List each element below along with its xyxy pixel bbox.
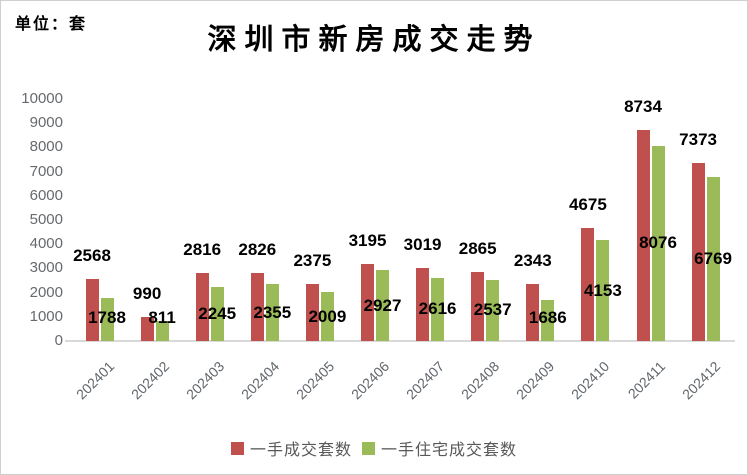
bar-value-label: 8076 <box>639 233 677 253</box>
bar-一手成交套数-202409 <box>526 284 540 341</box>
bar-value-label: 2343 <box>513 251 552 271</box>
legend-label: 一手住宅成交套数 <box>381 442 518 459</box>
y-axis-tick-label: 4000 <box>29 235 63 253</box>
bar-一手成交套数-202412 <box>691 162 705 341</box>
bar-一手住宅成交套数-202410 <box>596 240 610 341</box>
bar-一手成交套数-202405 <box>305 283 319 341</box>
bar-value-label: 2568 <box>73 245 111 265</box>
bar-value-label: 1788 <box>88 308 126 327</box>
y-axis-tick-label: 6000 <box>29 186 63 204</box>
legend-item: 一手住宅成交套数 <box>362 436 517 460</box>
bar-一手住宅成交套数-202406 <box>376 270 389 341</box>
bar-一手成交套数-202410 <box>581 227 595 341</box>
x-axis-label: 202409 <box>513 358 558 403</box>
legend: 一手成交套数 一手住宅成交套数 <box>1 436 747 460</box>
bar-value-label: 2865 <box>458 238 497 258</box>
bar-value-label: 2245 <box>198 303 237 323</box>
x-axis-label: 202405 <box>292 358 338 403</box>
x-axis-label: 202411 <box>624 358 668 402</box>
bar-value-label: 6769 <box>694 249 732 269</box>
bar-一手住宅成交套数-202411 <box>651 145 665 341</box>
bar-value-label: 1686 <box>528 308 567 327</box>
x-axis-label: 202402 <box>127 358 172 403</box>
x-axis-label: 202408 <box>458 358 503 403</box>
bar-value-label: 3195 <box>348 230 387 250</box>
bar-value-label: 2927 <box>363 295 402 315</box>
x-axis-label: 202403 <box>182 358 228 403</box>
bar-value-label: 2616 <box>418 299 457 319</box>
bar-一手成交套数-202404 <box>250 272 264 341</box>
y-axis-tick-label: 0 <box>54 332 63 349</box>
x-axis-label: 202407 <box>403 358 448 403</box>
bar-一手住宅成交套数-202405 <box>320 292 334 341</box>
bar-value-label: 2537 <box>473 300 512 320</box>
bar-一手住宅成交套数-202408 <box>486 279 500 341</box>
chart-title: 深圳市新房成交走势 <box>207 24 541 56</box>
bar-value-label: 3019 <box>403 234 442 254</box>
y-axis-tick-label: 7000 <box>29 162 63 180</box>
x-axis-label: 202412 <box>678 358 723 403</box>
x-axis-label: 202401 <box>72 358 117 403</box>
y-axis-tick-label: 9000 <box>29 114 63 132</box>
x-axis-label: 202406 <box>347 358 393 403</box>
bar-value-label: 4153 <box>583 280 622 300</box>
y-axis-tick-label: 1000 <box>29 307 63 325</box>
bar-value-label: 2826 <box>238 239 277 259</box>
bar-一手成交套数-202402 <box>140 317 154 341</box>
bar-一手住宅成交套数-202412 <box>706 177 720 341</box>
y-axis-tick-label: 5000 <box>29 211 63 228</box>
bar-value-label: 811 <box>148 308 176 327</box>
y-axis-tick-label: 10000 <box>21 90 63 107</box>
bar-value-label: 2375 <box>293 250 332 270</box>
bar-一手住宅成交套数-202401 <box>100 297 114 341</box>
unit-label: 单位：套 <box>15 16 88 33</box>
bar-一手住宅成交套数-202402 <box>155 321 169 341</box>
y-axis-tick-label: 2000 <box>29 283 63 301</box>
legend-color-swatch <box>230 441 244 455</box>
bar-一手成交套数-202408 <box>471 271 485 341</box>
bar-一手成交套数-202407 <box>416 267 430 341</box>
bar-一手成交套数-202403 <box>195 272 209 341</box>
bar-value-label: 4675 <box>568 194 607 214</box>
bar-一手成交套数-202406 <box>361 263 374 341</box>
x-axis-label: 202404 <box>237 358 283 403</box>
bar-一手住宅成交套数-202403 <box>210 286 224 341</box>
bar-一手成交套数-202401 <box>85 278 99 341</box>
bar-value-label: 7373 <box>679 129 717 149</box>
bar-value-label: 2009 <box>308 306 347 326</box>
legend-label: 一手成交套数 <box>249 442 352 459</box>
bar-value-label: 990 <box>132 284 162 304</box>
y-axis-tick-label: 8000 <box>29 138 63 156</box>
legend-item: 一手成交套数 <box>230 436 352 460</box>
x-axis-line <box>65 340 735 342</box>
bar-一手住宅成交套数-202409 <box>541 300 555 341</box>
bar-value-label: 2355 <box>253 302 292 322</box>
x-axis-label: 202410 <box>568 358 613 403</box>
y-axis-tick-label: 3000 <box>29 259 63 277</box>
bar-value-label: 8734 <box>624 96 662 116</box>
legend-color-swatch <box>362 441 375 455</box>
bar-一手住宅成交套数-202404 <box>265 284 279 341</box>
bar-value-label: 2816 <box>183 239 222 259</box>
bar-一手住宅成交套数-202407 <box>431 277 445 341</box>
bar-一手成交套数-202411 <box>636 129 650 341</box>
